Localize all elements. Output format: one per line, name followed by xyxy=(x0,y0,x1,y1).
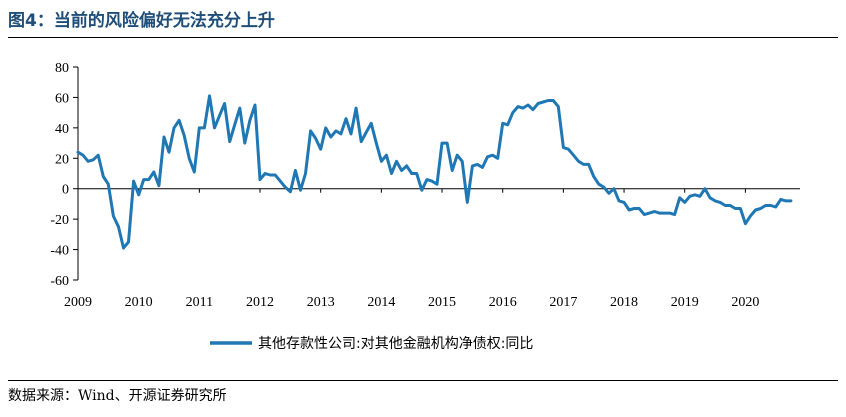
y-tick-label: 60 xyxy=(55,91,69,106)
legend: 其他存款性公司:对其他金融机构净债权:同比 xyxy=(210,336,533,352)
series-layer xyxy=(76,94,793,250)
x-tick-label: 2010 xyxy=(125,295,153,310)
figure-title: 图4：当前的风险偏好无法充分上升 xyxy=(8,11,275,31)
y-tick-label: 0 xyxy=(62,183,69,198)
x-axis: 2009 2010 2011 2012 2013 2014 2015 2016 2017 2018… xyxy=(64,188,800,310)
y-tick-label: 40 xyxy=(55,122,69,137)
y-axis: 80 60 40 20 0 -20 -40 -60 xyxy=(50,61,79,289)
x-tick-label: 2009 xyxy=(64,295,92,310)
x-tick-label: 2017 xyxy=(549,295,577,310)
series-line xyxy=(76,94,793,250)
x-tick-label: 2014 xyxy=(367,295,395,310)
y-tick-label: -60 xyxy=(50,274,69,289)
x-tick-label: 2012 xyxy=(246,295,274,310)
x-tick-label: 2016 xyxy=(489,295,517,310)
y-tick-label: 20 xyxy=(55,152,69,167)
y-tick-label: -40 xyxy=(50,244,69,259)
x-tick-label: 2011 xyxy=(186,295,213,310)
x-tick-label: 2019 xyxy=(671,295,699,310)
y-tick-label: 80 xyxy=(55,61,69,76)
source-note: 数据来源：Wind、开源证券研究所 xyxy=(8,388,227,404)
x-tick-label: 2020 xyxy=(731,295,759,310)
legend-label: 其他存款性公司:对其他金融机构净债权:同比 xyxy=(258,336,533,352)
y-tick-label: -20 xyxy=(50,213,69,228)
x-tick-label: 2018 xyxy=(610,295,638,310)
x-tick-label: 2013 xyxy=(307,295,335,310)
top-rule xyxy=(8,37,838,38)
x-tick-label: 2015 xyxy=(428,295,456,310)
bottom-rule xyxy=(8,380,838,381)
